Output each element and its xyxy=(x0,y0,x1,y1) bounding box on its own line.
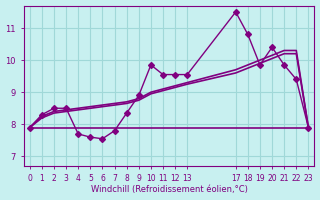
X-axis label: Windchill (Refroidissement éolien,°C): Windchill (Refroidissement éolien,°C) xyxy=(91,185,247,194)
